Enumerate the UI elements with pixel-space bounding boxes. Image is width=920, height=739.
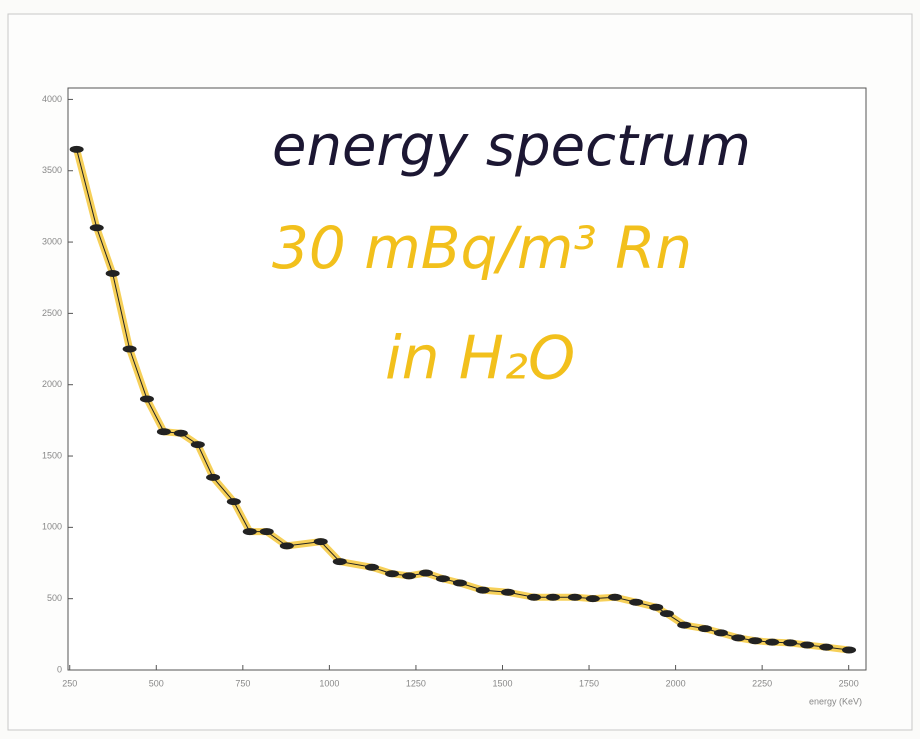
x-axis-label: energy (KeV) xyxy=(809,696,862,706)
x-tick-label: 1000 xyxy=(319,678,339,688)
data-point xyxy=(89,224,104,232)
data-point xyxy=(139,395,154,403)
x-tick-label: 250 xyxy=(62,678,77,688)
x-tick-label: 2000 xyxy=(666,678,686,688)
y-tick-label: 3000 xyxy=(42,236,62,246)
y-tick-label: 4000 xyxy=(42,94,62,104)
data-point xyxy=(677,621,692,629)
y-tick-label: 1500 xyxy=(42,450,62,460)
data-point xyxy=(313,538,328,546)
data-point xyxy=(819,643,834,651)
data-point xyxy=(731,634,746,642)
data-point xyxy=(800,641,815,649)
data-point xyxy=(190,441,205,449)
y-tick-label: 2000 xyxy=(42,379,62,389)
data-point xyxy=(842,646,857,654)
data-point xyxy=(122,345,137,353)
data-point xyxy=(279,542,294,550)
data-point xyxy=(585,595,600,603)
data-point xyxy=(713,629,728,637)
x-tick-label: 1250 xyxy=(406,678,426,688)
data-point xyxy=(783,639,798,647)
x-tick-label: 750 xyxy=(235,678,250,688)
data-point xyxy=(698,625,713,633)
y-tick-label: 0 xyxy=(57,664,62,674)
data-point xyxy=(105,269,120,277)
data-point xyxy=(385,570,400,578)
data-point xyxy=(364,563,379,571)
data-point xyxy=(629,598,644,606)
data-point xyxy=(332,558,347,566)
y-tick-label: 2500 xyxy=(42,308,62,318)
data-point xyxy=(526,593,541,601)
data-point xyxy=(226,498,241,506)
data-point xyxy=(659,610,674,618)
data-point xyxy=(475,586,490,594)
y-tick-label: 500 xyxy=(47,593,62,603)
x-tick-label: 2250 xyxy=(752,678,772,688)
data-point xyxy=(649,603,664,611)
data-point xyxy=(567,593,582,601)
data-point xyxy=(608,593,623,601)
data-point xyxy=(259,528,274,536)
data-point xyxy=(435,575,450,583)
data-point xyxy=(418,569,433,577)
data-point xyxy=(765,638,780,646)
x-tick-label: 500 xyxy=(149,678,164,688)
data-point xyxy=(173,429,188,437)
data-point xyxy=(206,473,221,481)
data-point xyxy=(242,528,257,536)
data-point xyxy=(69,145,84,153)
data-point xyxy=(748,637,763,645)
annotation: in H₂O xyxy=(385,324,575,394)
annotation: 30 mBq/m³ Rn xyxy=(272,214,692,282)
annotation: energy spectrum xyxy=(272,114,751,179)
data-point xyxy=(402,572,417,580)
data-point xyxy=(452,579,467,587)
y-tick-label: 3500 xyxy=(42,165,62,175)
y-tick-label: 1000 xyxy=(42,522,62,532)
plot-area xyxy=(67,87,867,671)
x-tick-label: 2500 xyxy=(839,678,859,688)
data-point xyxy=(501,588,516,596)
x-tick-label: 1750 xyxy=(579,678,599,688)
data-point xyxy=(546,593,561,601)
data-point xyxy=(156,428,171,436)
x-tick-label: 1500 xyxy=(492,678,512,688)
